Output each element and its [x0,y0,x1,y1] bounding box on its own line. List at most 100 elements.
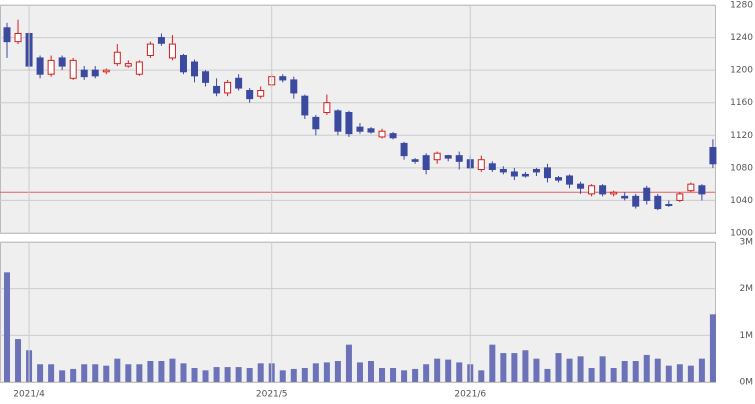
volume-bar [224,367,231,382]
candle-body [378,130,386,138]
volume-bar [48,364,55,382]
candle-body [168,43,176,59]
volume-bar [390,368,397,382]
y-tick-label: 3M [740,238,754,248]
candle-body [290,79,298,94]
y-tick-label: 1240 [730,33,753,43]
volume-bar [456,362,463,382]
volume-bar [489,344,496,382]
candle-body [621,195,629,199]
volume-bar [125,364,132,382]
candle-body [91,69,99,77]
candle-body [588,185,596,195]
candle-body [422,155,430,170]
candle-body [356,126,364,132]
y-tick-label: 1040 [730,196,753,206]
candle-body [698,185,706,195]
y-tick-label: 1000 [730,229,753,239]
volume-bar [334,361,341,382]
volume-bar [522,350,529,382]
candle-body [411,159,419,162]
volume-bar [632,361,639,382]
candle-body [334,110,342,132]
candle-body [389,133,397,139]
candle-body [323,102,331,113]
candle-body [14,33,22,43]
volume-bar [92,364,99,382]
volume-bar [577,356,584,382]
y-tick-label: 1M [740,331,754,341]
candle-body [102,69,110,73]
volume-bar [257,363,264,382]
candle-body [301,95,309,116]
volume-bar [676,364,683,382]
price-panel [0,5,716,234]
candle-body [3,27,11,43]
volume-bar [434,358,441,382]
volume-bar [4,272,10,382]
y-tick-label: 2M [740,284,754,294]
volume-bar [290,368,297,382]
volume-bar [401,370,408,382]
volume-bar [15,339,22,382]
volume-bar [379,368,386,382]
volume-bar [103,365,110,382]
volume-bar [445,359,452,382]
candle-body [47,59,55,75]
candle-body [499,168,507,173]
candle-body [279,76,287,81]
candle-body [632,195,640,207]
candle-body [444,155,452,159]
candle-body [610,191,618,195]
candle-body [146,43,154,56]
volume-bar [312,363,319,382]
volume-bar [114,358,121,382]
candle-body [455,155,463,162]
y-tick-label: 1200 [730,66,753,76]
y-tick-label: 1120 [730,131,753,141]
volume-bar [500,353,507,382]
volume-bar [345,344,352,382]
candle-body [687,183,695,192]
volume-bar [246,368,253,382]
volume-bar [687,365,694,382]
volume-bar [566,358,573,382]
candle-body [157,37,165,44]
volume-bar [621,361,628,382]
candle-body [135,61,143,75]
volume-bar [147,361,154,382]
volume-bar [169,358,176,382]
candle-body [643,187,651,201]
volume-bar [665,365,672,382]
candle-body [367,128,375,133]
volume-bar [544,368,551,382]
volume-bar [423,364,430,382]
volume-bar [367,361,374,382]
candle-body [191,61,199,77]
candle-body [543,167,551,179]
y-tick-label: 1080 [730,163,753,173]
volume-panel [0,242,716,383]
volume-bar [654,358,661,382]
volume-bar [588,368,595,382]
candle-body [246,90,254,100]
candle-body [433,152,441,161]
candle-body [510,171,518,177]
x-tick-label: 2021/4 [13,390,45,400]
volume-bar [599,356,606,382]
candle-body [235,77,243,89]
candle-body [566,175,574,185]
y-tick-label: 1280 [730,1,753,11]
candle-body [224,81,232,94]
volume-bar [610,368,617,382]
volume-bar [643,354,650,382]
candle-body [179,54,187,73]
volume-bar [202,370,209,382]
candle-body [400,142,408,157]
candle-body [665,204,673,206]
volume-bar [555,353,562,382]
candle-body [709,147,717,165]
candle-body [521,173,529,177]
volume-bar [136,364,143,382]
